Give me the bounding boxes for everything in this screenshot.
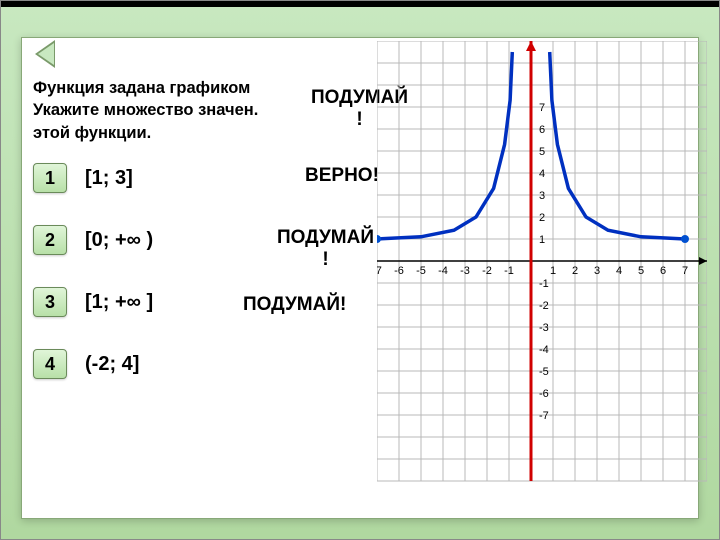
answer-button-1[interactable]: 1: [33, 163, 67, 193]
answer-num: 4: [45, 354, 55, 375]
svg-text:1: 1: [550, 265, 556, 277]
answer-text-1: [1; 3]: [85, 167, 133, 190]
plot-svg: -7-6-5-4-3-2-112345677654321-1-2-3-4-5-6…: [377, 41, 707, 491]
svg-text:-1: -1: [539, 278, 549, 290]
svg-text:2: 2: [539, 212, 545, 224]
answer-row: 1 [1; 3]: [33, 161, 153, 195]
question-line2: Укажите множество значен.: [33, 101, 258, 119]
coordinate-plot: -7-6-5-4-3-2-112345677654321-1-2-3-4-5-6…: [377, 41, 707, 491]
svg-text:-5: -5: [539, 366, 549, 378]
answer-text-3: [1; +∞ ]: [85, 291, 153, 314]
svg-text:7: 7: [682, 265, 688, 277]
question-line1: Функция задана графиком: [33, 79, 250, 97]
back-arrow-icon[interactable]: [35, 40, 55, 68]
svg-text:7: 7: [539, 102, 545, 114]
feedback-text: ПОДУМАЙ: [277, 227, 374, 248]
svg-text:4: 4: [616, 265, 622, 277]
svg-text:1: 1: [539, 234, 545, 246]
answer-list: 1 [1; 3] 2 [0; +∞ ) 3 [1; +∞ ] 4 (-2; 4]: [33, 161, 153, 409]
answer-text-4: (-2; 4]: [85, 353, 139, 376]
feedback-sub: !: [356, 109, 362, 130]
answer-button-3[interactable]: 3: [33, 287, 67, 317]
answer-button-2[interactable]: 2: [33, 225, 67, 255]
svg-text:5: 5: [638, 265, 644, 277]
feedback-2: ВЕРНО!: [301, 164, 383, 188]
svg-text:-4: -4: [539, 344, 549, 356]
answer-num: 2: [45, 230, 55, 251]
svg-text:6: 6: [660, 265, 666, 277]
svg-text:-4: -4: [438, 265, 448, 277]
svg-text:3: 3: [594, 265, 600, 277]
question-text: Функция задана графиком Укажите множеств…: [33, 77, 258, 144]
answer-row: 3 [1; +∞ ]: [33, 285, 153, 319]
svg-text:-7: -7: [539, 410, 549, 422]
svg-text:-6: -6: [394, 265, 404, 277]
svg-text:-5: -5: [416, 265, 426, 277]
feedback-sub: !: [322, 249, 328, 270]
answer-num: 3: [45, 292, 55, 313]
svg-text:4: 4: [539, 168, 545, 180]
answer-row: 2 [0; +∞ ): [33, 223, 153, 257]
svg-text:5: 5: [539, 146, 545, 158]
top-strip: [1, 1, 719, 7]
svg-text:-3: -3: [539, 322, 549, 334]
svg-text:3: 3: [539, 190, 545, 202]
feedback-text: ВЕРНО!: [305, 165, 379, 186]
answer-num: 1: [45, 168, 55, 189]
answer-text-2: [0; +∞ ): [85, 229, 153, 252]
svg-text:6: 6: [539, 124, 545, 136]
slide-frame: Функция задана графиком Укажите множеств…: [0, 0, 720, 540]
answer-button-4[interactable]: 4: [33, 349, 67, 379]
question-line3: этой функции.: [33, 124, 151, 142]
feedback-3: ПОДУМАЙ !: [273, 226, 378, 272]
svg-text:-3: -3: [460, 265, 470, 277]
svg-text:-2: -2: [539, 300, 549, 312]
svg-text:2: 2: [572, 265, 578, 277]
feedback-text: ПОДУМАЙ!: [243, 294, 346, 315]
feedback-4: ПОДУМАЙ!: [239, 293, 350, 317]
svg-text:-1: -1: [504, 265, 514, 277]
svg-text:-7: -7: [377, 265, 382, 277]
svg-text:-2: -2: [482, 265, 492, 277]
svg-text:-6: -6: [539, 388, 549, 400]
answer-row: 4 (-2; 4]: [33, 347, 153, 381]
